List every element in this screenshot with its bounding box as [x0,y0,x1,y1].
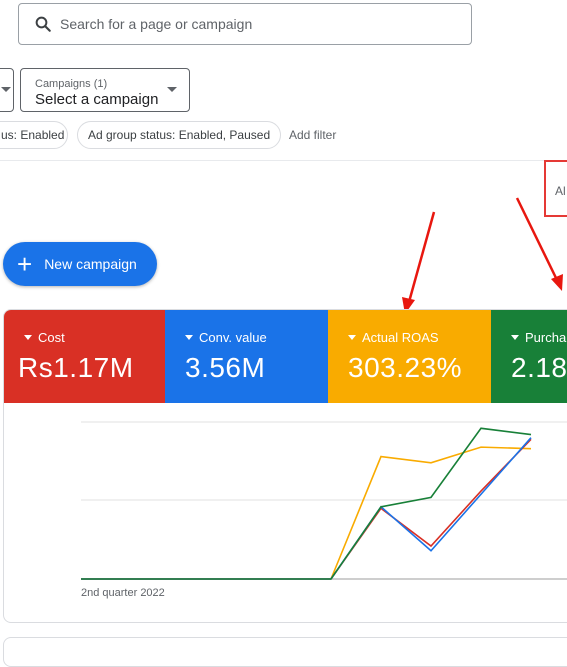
new-campaign-button[interactable]: + New campaign [3,242,157,286]
metric-value: 303.23% [348,352,463,383]
filter-chip-ad-group-status[interactable]: Ad group status: Enabled, Paused [77,121,282,149]
metric-tile-cost[interactable]: Cost Rs1.17M [4,310,165,403]
x-axis-label: 2nd quarter 2022 [81,587,165,599]
campaign-selector[interactable]: Campaigns (1) Select a campaign [20,68,190,112]
caret-down-icon [24,335,32,340]
caret-down-icon [348,335,356,340]
search-icon [35,16,51,32]
search-input[interactable]: Search for a page or campaign [18,3,472,45]
metric-tile-conv-value[interactable]: Conv. value 3.56M [165,310,328,403]
metric-value: 3.56M [185,352,266,383]
add-filter-link[interactable]: Add filter [289,128,337,142]
search-placeholder: Search for a page or campaign [60,16,253,32]
chevron-down-icon [167,87,177,92]
annotation-arrow-roas [407,211,436,303]
metric-label: Actual ROAS [362,330,439,345]
plus-icon: + [17,249,33,279]
performance-chart: 2nd quarter 2022 [81,421,567,599]
metric-value: Rs1.17M [18,352,134,383]
metric-label: Conv. value [199,330,267,345]
annotation-arrowhead-purchase [551,274,563,291]
series-line-1 [81,437,532,580]
filter-chip-text: us: Enabled [1,128,65,142]
metric-value: 2.18 [511,352,567,383]
metric-label: Cost [38,330,65,345]
performance-card: Cost Rs1.17M Conv. value 3.56M Actual RO… [3,309,567,623]
chevron-down-icon [1,87,11,92]
new-campaign-label: New campaign [44,256,137,272]
series-line-0 [81,438,532,580]
annotation-arrow-purchase [515,197,559,281]
all-label: Al [555,184,566,198]
caret-down-icon [511,335,519,340]
campaign-selector-value: Select a campaign [35,91,159,108]
all-dropdown-highlight[interactable]: Al [544,160,567,217]
metric-tile-purchases[interactable]: Purcha 2.18 [491,310,567,403]
metric-label: Purcha [525,330,567,345]
caret-down-icon [185,335,193,340]
secondary-card [3,637,567,667]
campaign-selector-label: Campaigns (1) [35,78,108,90]
filter-chip-campaign-status[interactable]: us: Enabled [0,121,68,149]
metric-tile-actual-roas[interactable]: Actual ROAS 303.23% [328,310,491,403]
left-dropdown[interactable] [0,68,14,112]
divider [0,160,567,161]
filter-chip-text: Ad group status: Enabled, Paused [88,128,271,142]
series-line-3 [81,427,532,580]
